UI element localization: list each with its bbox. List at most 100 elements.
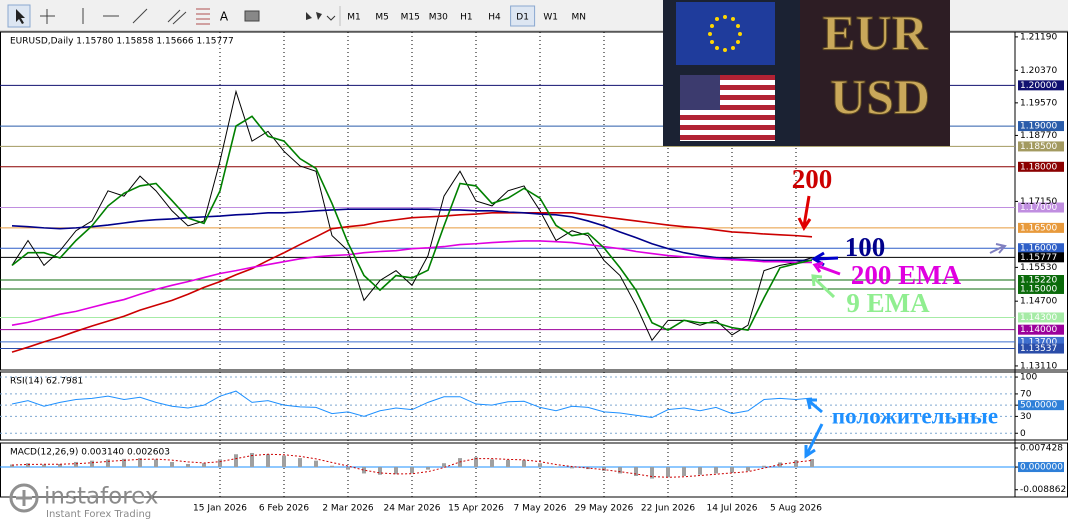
y-tick-label: 100 (1020, 373, 1037, 383)
histogram-bar (650, 467, 654, 479)
level-label: 1.18000 (1020, 162, 1057, 172)
x-tick-label: 22 Jun 2026 (641, 504, 695, 514)
level-label-bg (1018, 161, 1064, 172)
arrows-button[interactable] (306, 12, 322, 20)
level-label-bg (1018, 324, 1064, 335)
y-tick-label: 1.13110 (1020, 361, 1057, 371)
timeframe-button[interactable]: MN (572, 13, 587, 23)
histogram-bar (442, 463, 446, 468)
timeframes: M1 M5 M15 M30 H1 H4 D1 W1 MN (347, 5, 587, 27)
histogram-bar (154, 459, 158, 468)
timeframe-button[interactable]: M30 (429, 13, 448, 23)
series-line (11, 240, 812, 326)
histogram-bar (522, 460, 526, 468)
y-tick-label: 0 (1020, 429, 1026, 439)
histogram-bar (746, 467, 750, 471)
histogram-bar (58, 463, 62, 468)
image-text-top: EUR (822, 4, 928, 60)
x-tick-label: 7 May 2026 (514, 504, 567, 514)
series-line (11, 390, 813, 419)
level-label: 1.18500 (1020, 142, 1057, 152)
series-line (11, 115, 813, 331)
timeframe-button[interactable]: M1 (347, 13, 361, 23)
histogram-bar (202, 463, 206, 468)
histogram-bar (90, 460, 94, 468)
histogram-bar (602, 467, 606, 471)
histogram-bar (362, 467, 366, 474)
histogram-bar (234, 454, 238, 468)
level-label: 1.20000 (1020, 81, 1057, 91)
histogram-bar (394, 467, 398, 475)
arrow-9ema (811, 274, 836, 299)
histogram-bar (330, 465, 334, 468)
level-label: 1.15220 (1020, 276, 1057, 286)
level-label: 1.14000 (1020, 325, 1057, 335)
panel-title: MACD(12,26,9) 0.003140 0.002603 (10, 448, 170, 458)
histogram-bar (458, 458, 462, 468)
y-tick-label: 30 (1020, 412, 1032, 422)
logo: instaforex Instant Forex Trading (9, 483, 159, 520)
us-stripes (680, 75, 775, 140)
histogram-bar (666, 467, 670, 478)
histogram-bar (554, 466, 558, 468)
crosshair-button[interactable] (40, 9, 55, 24)
histogram-bar (138, 458, 142, 468)
histogram-bar (26, 463, 30, 468)
timeframe-button[interactable]: M15 (401, 13, 420, 23)
level-label: 1.13537 (1020, 344, 1057, 354)
panel-title: EURUSD,Daily 1.15780 1.15858 1.15666 1.1… (10, 37, 234, 47)
histogram-bar (10, 464, 14, 468)
timeframe-button[interactable]: D1 (516, 13, 529, 23)
timeframe-button[interactable]: H1 (460, 13, 473, 23)
timeframe-button[interactable]: H4 (488, 13, 501, 23)
level-label: 1.16000 (1020, 244, 1057, 254)
histogram-bar (762, 465, 766, 468)
cursor-icon (16, 9, 25, 24)
label-button[interactable] (244, 10, 260, 22)
annotation: положительные (832, 403, 998, 428)
histogram-bar (42, 464, 46, 468)
level-label-bg (1018, 312, 1064, 323)
logo-name: instaforex (44, 484, 159, 510)
tick-label-bg (1018, 462, 1064, 473)
eu-flag (676, 2, 775, 65)
channel-button[interactable] (167, 9, 187, 25)
histogram-bar (474, 457, 478, 468)
timeframe-button[interactable]: W1 (543, 13, 558, 23)
histogram-bar (698, 467, 702, 475)
tick-label-bg (1018, 400, 1064, 411)
y-tick-label: 1.15530 (1020, 263, 1057, 273)
level-label-bg (1018, 336, 1064, 347)
histogram-bar (538, 463, 542, 468)
arrow-rsi (806, 398, 823, 414)
text-button[interactable]: A (220, 10, 229, 24)
histogram-bar (794, 460, 798, 468)
active-timeframe-bg (510, 5, 536, 27)
level-label-bg (1018, 141, 1064, 152)
arrow-200 (797, 195, 812, 231)
arrow-macd (804, 423, 824, 459)
level-label-bg (1018, 202, 1064, 213)
x-tick-label: 29 May 2026 (575, 504, 634, 514)
arrow-200ema (812, 261, 841, 276)
y-tick-label: 1.18770 (1020, 131, 1057, 141)
x-tick-label: 24 Mar 2026 (383, 504, 440, 514)
x-tick-label: 15 Apr 2026 (448, 504, 504, 514)
y-tick-label: 0.007428 (1020, 444, 1063, 454)
logo-icon (9, 483, 39, 513)
fibo-button[interactable] (196, 8, 210, 25)
histogram-bar (714, 467, 718, 474)
x-tick-label: 6 Feb 2026 (259, 504, 310, 514)
level-label: 1.17000 (1020, 203, 1057, 213)
histogram-bar (250, 452, 254, 468)
trendline-button[interactable] (132, 8, 148, 24)
histogram-bar (426, 467, 430, 470)
histogram-bar (682, 467, 686, 477)
histogram-bar (218, 459, 222, 468)
histogram-bar (570, 467, 574, 469)
y-tick-label: 1.21190 (1020, 32, 1057, 42)
timeframe-button[interactable]: M5 (375, 13, 389, 23)
eu-stars (708, 15, 742, 52)
y-tick-label: 1.19570 (1020, 98, 1057, 108)
